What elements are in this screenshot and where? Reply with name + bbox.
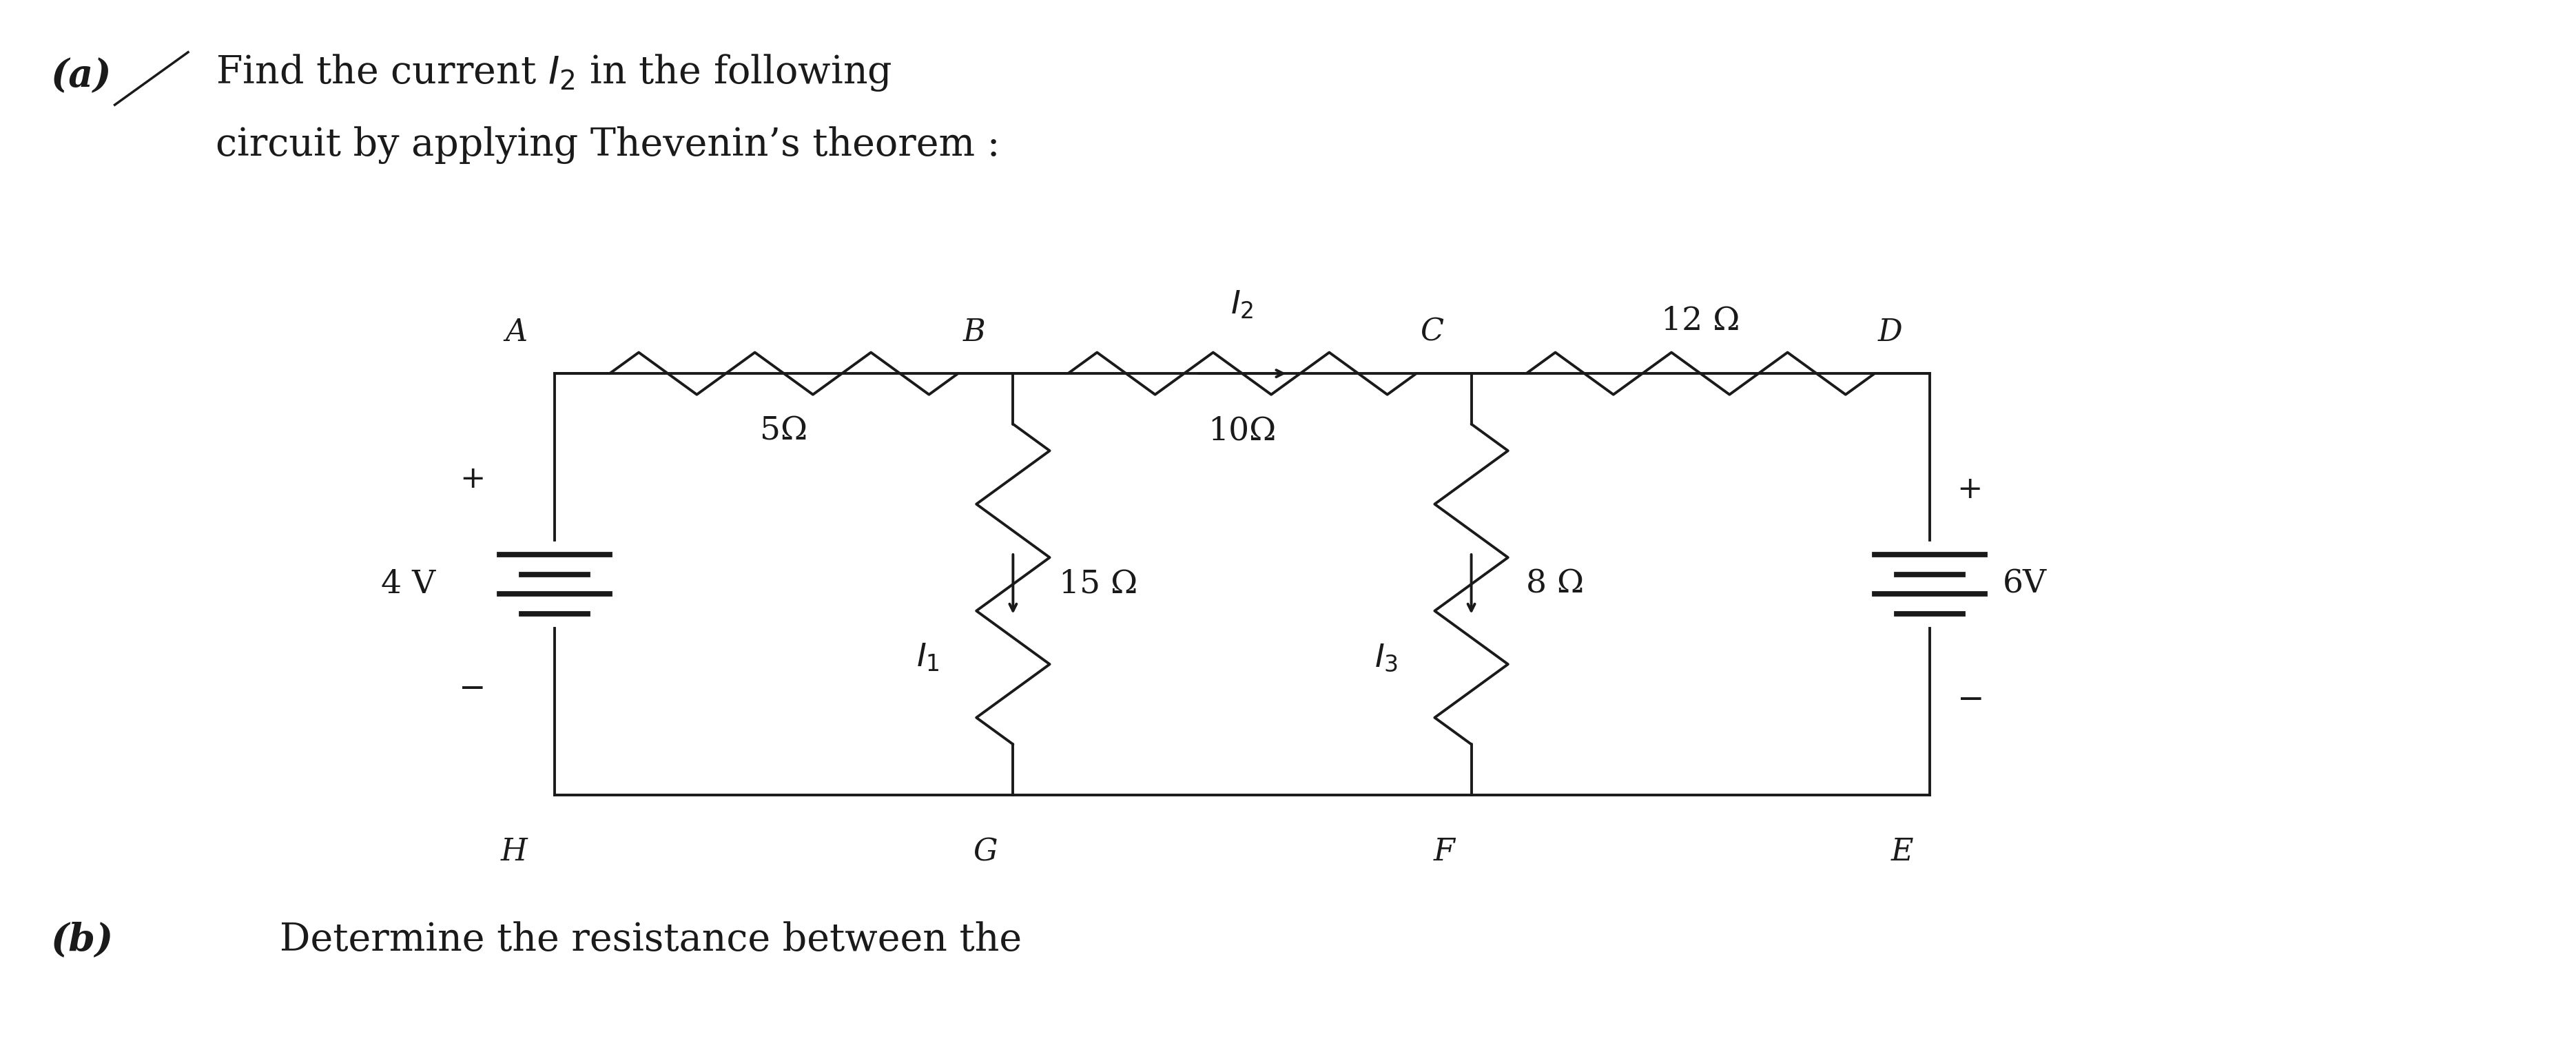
- Text: (a): (a): [52, 57, 111, 96]
- Text: Determine the resistance between the: Determine the resistance between the: [281, 922, 1023, 959]
- Text: $I_2$: $I_2$: [1231, 289, 1255, 321]
- Text: B: B: [963, 318, 987, 348]
- Text: $I_1$: $I_1$: [917, 642, 940, 674]
- Text: A: A: [505, 318, 528, 348]
- Text: 10Ω: 10Ω: [1208, 416, 1275, 446]
- Text: Find the current $I_2$ in the following: Find the current $I_2$ in the following: [216, 52, 891, 92]
- Text: +: +: [459, 465, 484, 493]
- Text: 6V: 6V: [2004, 569, 2048, 600]
- Text: +: +: [1958, 474, 1984, 504]
- Text: H: H: [500, 837, 528, 866]
- Text: 12 Ω: 12 Ω: [1662, 305, 1739, 337]
- Text: circuit by applying Thevenin’s theorem :: circuit by applying Thevenin’s theorem :: [216, 125, 999, 164]
- Text: $I_3$: $I_3$: [1376, 642, 1399, 674]
- Text: C: C: [1419, 318, 1443, 348]
- Text: E: E: [1891, 837, 1914, 866]
- Text: 4 V: 4 V: [381, 569, 435, 600]
- Text: F: F: [1432, 837, 1455, 866]
- Text: D: D: [1878, 318, 1901, 348]
- Text: −: −: [1958, 685, 1984, 715]
- Text: 5Ω: 5Ω: [760, 416, 809, 446]
- Text: G: G: [974, 837, 997, 866]
- Text: 15 Ω: 15 Ω: [1059, 569, 1139, 600]
- Text: −: −: [459, 674, 487, 705]
- Text: (b): (b): [52, 922, 113, 959]
- Text: 8 Ω: 8 Ω: [1528, 569, 1584, 600]
